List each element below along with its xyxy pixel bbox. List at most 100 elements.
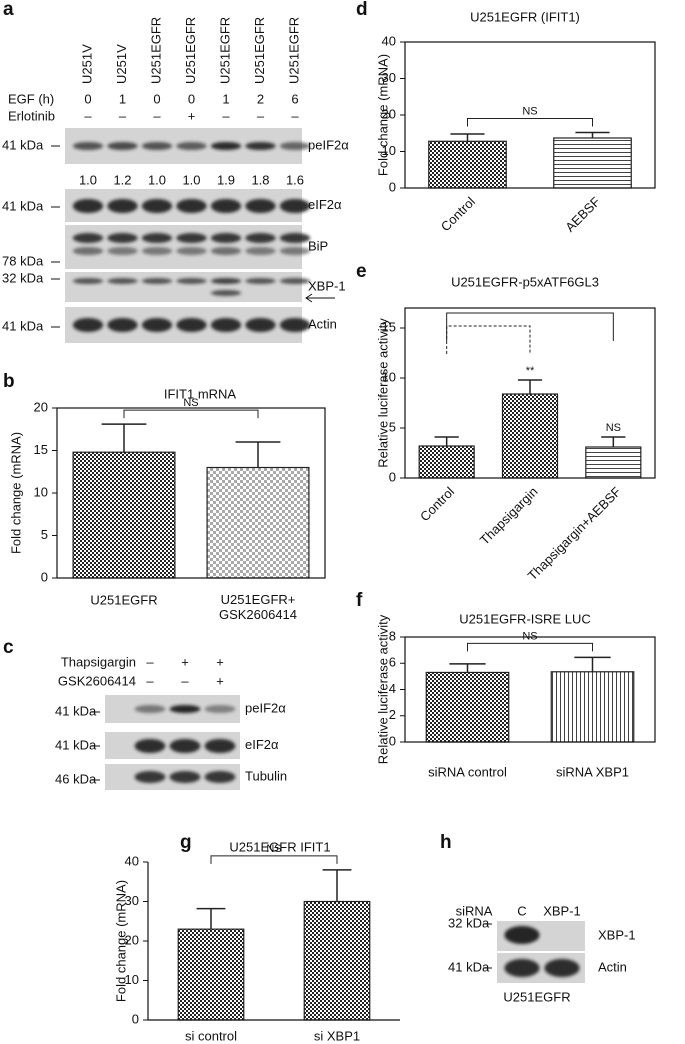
x-tick-label: siRNA control	[428, 764, 507, 779]
error-bar	[450, 133, 485, 142]
blot-band	[176, 318, 207, 332]
cell-line-label: U251EGFR	[503, 989, 570, 1004]
error-bar	[196, 907, 226, 930]
y-tick-label: 30	[125, 893, 139, 908]
condition-value: –	[181, 673, 189, 688]
lane-label: U251EGFR	[252, 17, 267, 84]
y-tick-label: 40	[125, 853, 139, 868]
y-axis-label: Fold change (mRNA)	[375, 54, 390, 176]
condition-value: –	[119, 108, 127, 123]
blot-band	[245, 142, 276, 150]
blot-band	[107, 318, 138, 332]
blot-band	[134, 705, 166, 713]
condition-value: +	[216, 654, 224, 669]
blot-band	[72, 247, 104, 255]
quantification: 1.6	[286, 172, 304, 187]
condition-value: 0	[188, 91, 195, 106]
lane-label: U251EGFR	[286, 17, 301, 84]
y-tick-label: 6	[389, 655, 396, 670]
error-bar	[575, 131, 610, 138]
plot-frame	[404, 41, 656, 189]
y-tick-label: 0	[389, 179, 396, 194]
condition-value: –	[153, 108, 161, 123]
x-tick-label: si XBP1	[314, 1028, 360, 1043]
blot-band	[204, 705, 236, 713]
protein-label: XBP-1	[308, 278, 346, 293]
bar	[303, 900, 371, 1021]
bar	[177, 928, 245, 1021]
bar	[206, 466, 310, 579]
y-tick-label: 20	[125, 932, 139, 947]
blot-band	[210, 318, 242, 332]
y-axis-label: Fold change (mRNA)	[8, 432, 23, 554]
condition-value: 1	[222, 91, 229, 106]
blot-band	[504, 959, 540, 977]
condition-value: +	[188, 108, 196, 123]
panel-letter: d	[356, 0, 368, 20]
blot-band	[107, 278, 138, 284]
blot-band	[141, 233, 173, 243]
blot-band	[176, 142, 207, 150]
protein-label: Actin	[308, 316, 337, 331]
blot-band	[107, 142, 138, 150]
arrow	[305, 293, 335, 303]
y-tick-label: 0	[41, 569, 48, 584]
bar	[425, 671, 510, 743]
error-bar	[449, 663, 486, 673]
y-tick-label: 8	[389, 628, 396, 643]
panel-letter: b	[3, 371, 15, 392]
size-marker: 41 kDa	[55, 703, 97, 718]
comparison-label: NS	[522, 105, 537, 117]
blot-band	[544, 959, 580, 977]
x-tick-label: Thapsigargin	[477, 484, 541, 548]
blot-band	[169, 771, 201, 783]
x-tick-label: Control	[417, 484, 457, 524]
x-tick-label: Thapsigargin+AEBSF	[525, 484, 624, 583]
error-bar	[101, 423, 147, 453]
x-tick-label: siRNA XBP1	[556, 764, 629, 779]
y-tick-label: 10	[382, 369, 396, 384]
size-marker: 32 kDa	[2, 270, 44, 285]
bar	[501, 393, 559, 479]
blot-band	[176, 233, 207, 243]
blot-band	[107, 247, 138, 255]
condition-label: GSK2606414	[58, 673, 136, 688]
y-tick-label: 4	[389, 681, 396, 696]
blot-band	[72, 318, 104, 332]
blot-band	[107, 233, 138, 243]
blot-band	[279, 142, 311, 150]
bar	[585, 446, 642, 479]
comparison-bracket	[467, 642, 593, 652]
blot-band	[210, 290, 242, 296]
condition-value: –	[84, 108, 92, 123]
y-tick-label: 10	[125, 972, 139, 987]
error-bar	[574, 656, 611, 672]
quantification: 1.0	[79, 172, 97, 187]
condition-value: 0	[84, 91, 91, 106]
comparison-label: NS	[266, 843, 281, 855]
condition-value: +	[181, 654, 189, 669]
blot-band	[245, 233, 276, 243]
blot-band	[107, 199, 138, 213]
quantification: 1.8	[251, 172, 269, 187]
comparison-bracket	[210, 855, 338, 864]
blot-band	[204, 739, 236, 753]
blot-band	[245, 199, 276, 213]
y-axis-label: Relative luciferase activity	[375, 318, 390, 468]
comparison-bracket	[123, 409, 259, 419]
blot-band	[210, 247, 242, 255]
size-marker: 41 kDa	[448, 959, 490, 974]
chart-title: U251EGFR-ISRE LUC	[459, 611, 590, 626]
comparison-label: NS	[522, 630, 537, 642]
plot-frame	[404, 307, 656, 479]
protein-label: BiP	[308, 238, 328, 253]
blot-band	[279, 199, 311, 213]
blot-band	[141, 199, 173, 213]
comparison-bracket	[467, 118, 593, 127]
panel-letter: g	[180, 832, 192, 853]
protein-label: eIF2α	[245, 737, 279, 752]
x-tick-label: si control	[185, 1028, 237, 1043]
chart-title: IFIT1 mRNA	[164, 386, 237, 401]
protein-label: eIF2α	[308, 197, 342, 212]
